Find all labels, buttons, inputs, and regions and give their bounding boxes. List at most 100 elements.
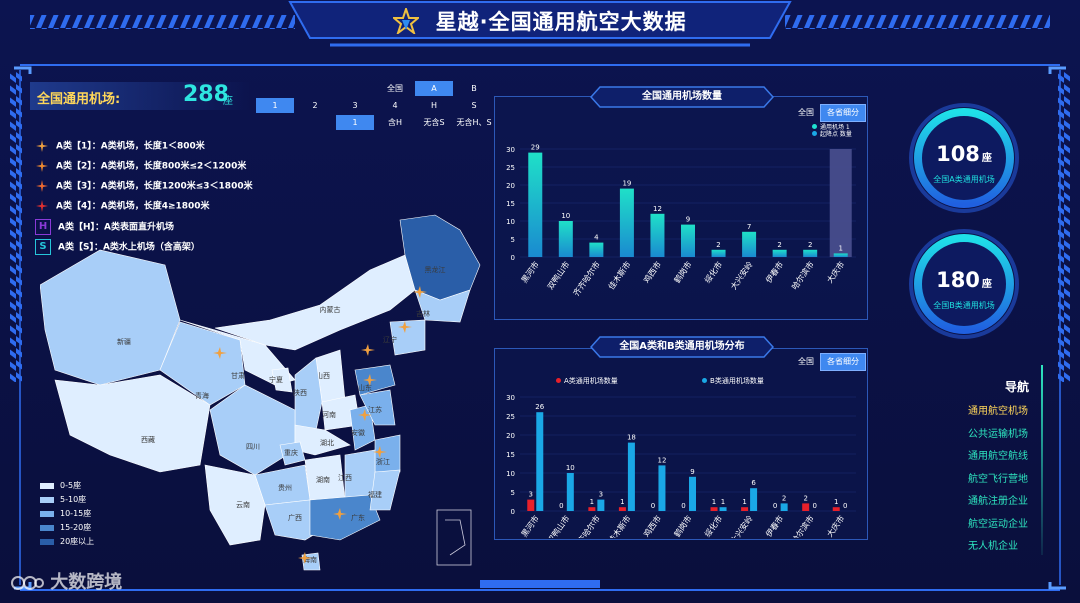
province-label: 河南: [322, 410, 336, 419]
bar-1-双鸭山市: [566, 473, 574, 511]
chart2-title: 全国A类和B类通用机场分布: [619, 341, 745, 352]
data-label: 0: [681, 502, 685, 510]
province-label: 新疆: [117, 337, 131, 346]
x-tick-label: 双鸭山市: [545, 513, 572, 538]
province-四川: [209, 384, 296, 476]
plane-icon: [35, 179, 49, 193]
y-tick-label: 0: [511, 254, 515, 262]
province-label: 四川: [246, 443, 260, 451]
x-tick-label: 伊春市: [763, 513, 785, 538]
airport-marker-icon: [361, 344, 375, 356]
chart-tab-1[interactable]: 各省细分: [820, 104, 866, 122]
bar-0-绥化市: [710, 507, 718, 511]
plane-icon: [35, 199, 49, 213]
airport-count-value: 288: [183, 82, 229, 107]
province-新疆: [40, 249, 181, 386]
bar-鹤岗市: [681, 224, 695, 257]
y-tick-label: 15: [506, 451, 515, 459]
y-tick-label: 20: [506, 432, 515, 440]
chart1-legend-item-2: 起降点 数量: [820, 131, 852, 138]
legend-row: A类【2】：A类机场，长度800米≤2＜1200米: [35, 159, 246, 174]
x-tick-label: 鸡西市: [641, 259, 663, 284]
bar-双鸭山市: [558, 221, 573, 257]
bar-0-佳木斯市: [618, 507, 626, 511]
sub-tab-row2-2[interactable]: 无含S: [423, 118, 445, 127]
province-label: 甘肃: [231, 371, 245, 380]
data-label: 0: [843, 502, 847, 510]
chart-tab-1[interactable]: 各省细分: [820, 353, 866, 371]
sub-tab-row2-0[interactable]: 1: [336, 115, 374, 130]
x-tick-label: 绥化市: [702, 259, 724, 284]
province-label: 广东: [351, 513, 365, 522]
chart2-legend-b: B类通用机场数量: [710, 377, 764, 385]
y-tick-label: 10: [506, 470, 515, 478]
chart2-legend-a: A类通用机场数量: [564, 377, 618, 385]
province-label: 广西: [288, 513, 302, 522]
data-label: 3: [599, 491, 603, 499]
category-tab-全国[interactable]: 全国: [387, 84, 403, 93]
nav-item[interactable]: 通航注册企业: [968, 496, 1028, 507]
chart-tab-0[interactable]: 全国: [798, 357, 814, 366]
province-label: 青海: [195, 391, 209, 400]
nav-item[interactable]: 通用航空机场: [968, 406, 1028, 417]
sub-tab-S[interactable]: S: [471, 101, 477, 110]
nav-item[interactable]: 无人机企业: [968, 541, 1018, 552]
sub-tab-row2-3[interactable]: 无含H、S: [456, 118, 492, 127]
y-tick-label: 15: [506, 200, 515, 208]
x-tick-label: 大庆市: [824, 259, 846, 284]
y-tick-label: 25: [506, 413, 515, 421]
chart1-tabs: 全国 各省细分: [792, 104, 866, 122]
province-label: 重庆: [284, 448, 298, 457]
province-辽宁: [389, 319, 426, 356]
grade-tab-2[interactable]: 2: [312, 101, 318, 110]
x-tick-label: 大庆市: [824, 513, 846, 538]
bar-1-齐齐哈尔市: [597, 499, 605, 511]
y-tick-label: 25: [506, 164, 515, 172]
x-tick-label: 大兴安岭: [728, 513, 755, 538]
gauge-ring-1: [909, 229, 1019, 339]
x-tick-label: 黑河市: [519, 259, 541, 284]
sub-tab-row2-1[interactable]: 含H: [387, 118, 402, 127]
scale-swatch: [40, 496, 54, 503]
airport-marker-icon: [373, 446, 387, 458]
province-label: 江西: [338, 474, 352, 482]
gauge-number: 180: [936, 268, 980, 292]
x-tick-label: 大兴安岭: [728, 259, 755, 291]
y-tick-label: 20: [506, 182, 515, 190]
data-label: 1: [590, 498, 594, 506]
chart1-title-plate: [590, 86, 774, 108]
bar-鸡西市: [650, 213, 665, 257]
highlight-bar: [829, 149, 852, 257]
category-tab-B[interactable]: B: [471, 84, 477, 93]
province-label: 云南: [236, 500, 250, 509]
province-label: 贵州: [278, 483, 292, 492]
province-label: 湖北: [320, 438, 334, 447]
data-label: 26: [535, 403, 544, 411]
data-label: 0: [651, 502, 655, 510]
scale-swatch: [40, 538, 54, 545]
province-label: 江苏: [368, 405, 382, 414]
chart-tab-0[interactable]: 全国: [798, 108, 814, 117]
nav-item[interactable]: 公共运输机场: [968, 428, 1028, 440]
province-广东: [309, 494, 381, 541]
grade-tab-3[interactable]: 3: [352, 101, 358, 110]
category-tab-A[interactable]: A: [415, 81, 453, 96]
grade-tab-1[interactable]: 1: [256, 98, 294, 113]
scale-swatch: [40, 482, 54, 489]
legend-text: A类【4】：A类机场，长度4≥1800米: [56, 201, 210, 212]
nav-item[interactable]: 航空运动企业: [968, 518, 1028, 530]
legend-text: A类【3】：A类机场，长度1200米≤3＜1800米: [56, 181, 253, 192]
sub-tab-H[interactable]: H: [430, 101, 437, 110]
x-tick-label: 哈尔滨市: [789, 513, 816, 538]
bar-0-大庆市: [832, 507, 840, 511]
data-label: 1: [742, 498, 746, 506]
legend-text: A类【2】：A类机场，长度800米≤2＜1200米: [56, 161, 247, 172]
bar-齐齐哈尔市: [589, 242, 604, 257]
data-label: 10: [566, 464, 575, 472]
x-tick-label: 鹤岗市: [672, 259, 694, 284]
province-label: 陕西: [293, 388, 307, 397]
province-label: 西藏: [141, 435, 155, 444]
grade-tab-4[interactable]: 4: [392, 101, 398, 110]
nav-item[interactable]: 航空飞行营地: [968, 473, 1028, 485]
nav-item[interactable]: 通用航空航线: [968, 451, 1028, 462]
